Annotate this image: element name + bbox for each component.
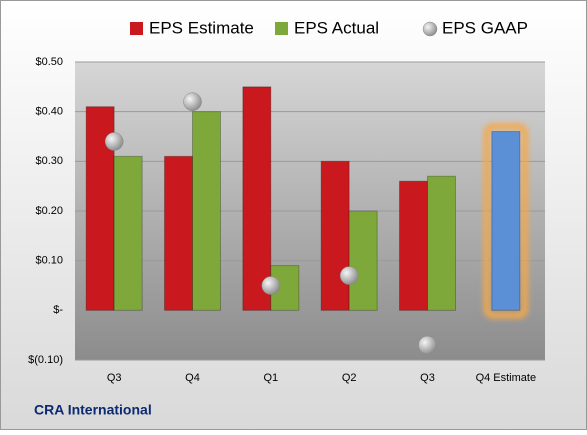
x-tick-label: Q4 xyxy=(185,372,200,384)
legend: EPS Estimate EPS Actual EPS GAAP xyxy=(130,18,528,37)
x-tick-label: Q4 Estimate xyxy=(476,372,537,384)
y-tick-label: $0.20 xyxy=(35,205,63,217)
bar xyxy=(242,86,272,311)
forecast-glow xyxy=(483,123,528,319)
marker xyxy=(104,132,124,151)
y-tick-label: $0.30 xyxy=(35,155,63,167)
marker xyxy=(339,266,359,285)
legend-marker xyxy=(130,22,143,35)
bar xyxy=(399,180,428,311)
bar xyxy=(192,111,221,311)
marker xyxy=(183,92,202,111)
x-tick-label: Q3 xyxy=(107,372,122,384)
legend-marker xyxy=(422,21,438,37)
y-tick-label: $0.40 xyxy=(35,106,63,118)
legend-label: EPS GAAP xyxy=(442,18,528,37)
y-tick-label: $- xyxy=(53,304,63,316)
footer: CRA International xyxy=(34,402,152,418)
bar xyxy=(427,175,456,311)
x-tick-label: Q3 xyxy=(420,372,435,384)
y-tick-label: $0.10 xyxy=(35,255,63,267)
marker xyxy=(418,335,437,355)
x-tick-label: Q2 xyxy=(342,372,357,384)
legend-label: EPS Actual xyxy=(294,18,379,37)
forecast-bar xyxy=(491,131,521,311)
marker xyxy=(261,276,281,295)
y-tick-label: $0.50 xyxy=(35,56,63,68)
bar xyxy=(320,160,350,311)
y-tick-label: $(0.10) xyxy=(28,354,63,366)
legend-label: EPS Estimate xyxy=(149,18,254,37)
x-tick-label: Q1 xyxy=(263,372,278,384)
legend-marker xyxy=(275,22,288,35)
bar xyxy=(113,155,143,311)
bar xyxy=(164,155,193,311)
bar xyxy=(348,210,378,311)
